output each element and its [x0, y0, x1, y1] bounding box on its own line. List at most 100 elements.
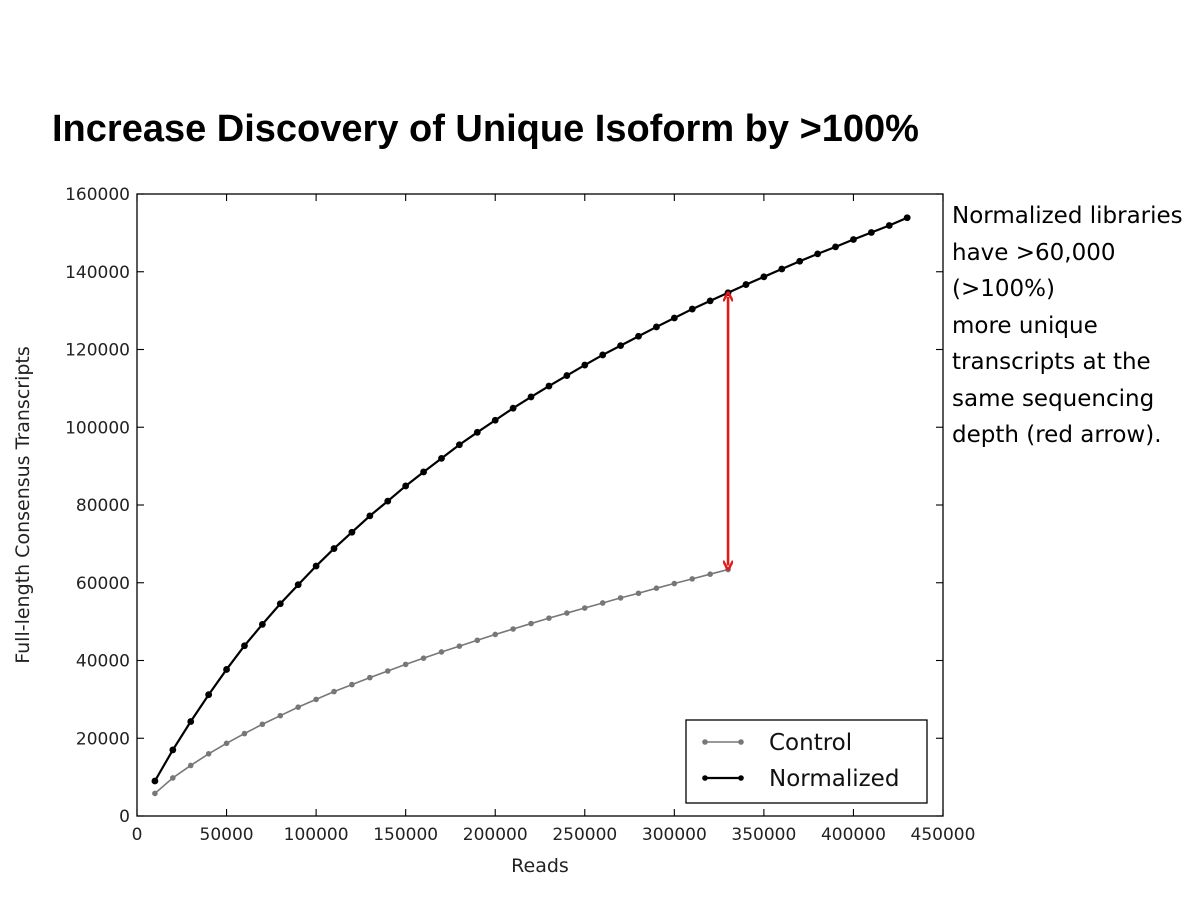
x-tick-label: 400000: [821, 825, 886, 845]
data-point: [295, 704, 302, 710]
data-point: [617, 595, 624, 601]
data-point: [545, 382, 553, 390]
data-point: [581, 605, 588, 611]
data-point: [599, 600, 606, 606]
y-tick-label: 120000: [65, 341, 130, 361]
y-tick-label: 80000: [76, 496, 130, 516]
data-point: [778, 265, 786, 273]
data-point: [903, 214, 911, 222]
data-point: [420, 468, 427, 476]
x-tick-label: 0: [132, 825, 143, 845]
data-point: [635, 332, 642, 340]
data-point: [599, 351, 607, 359]
x-tick-label: 150000: [373, 825, 438, 845]
data-point: [312, 562, 320, 570]
data-point: [259, 721, 266, 728]
data-point: [527, 393, 535, 401]
data-point: [546, 615, 552, 621]
data-point: [170, 775, 176, 781]
data-point: [331, 688, 337, 695]
data-point: [277, 712, 284, 719]
y-axis-label: Full-length Consensus Transcripts: [12, 346, 34, 664]
slide-title: Increase Discovery of Unique Isoform by …: [52, 108, 919, 150]
legend-swatch-point: [738, 775, 744, 781]
data-point: [205, 691, 213, 699]
data-point: [885, 222, 893, 229]
data-point: [707, 571, 713, 577]
data-point: [814, 250, 822, 258]
data-point: [330, 545, 338, 552]
data-point: [581, 361, 589, 369]
data-point: [510, 626, 516, 632]
data-point: [456, 441, 463, 449]
data-point: [528, 620, 534, 627]
data-point: [832, 243, 839, 251]
y-tick-label: 160000: [65, 185, 130, 205]
y-tick-label: 60000: [76, 574, 130, 594]
data-point: [724, 289, 732, 297]
data-point: [474, 637, 481, 644]
data-point: [402, 661, 409, 668]
x-tick-label: 250000: [552, 825, 617, 845]
legend-box: [685, 719, 928, 804]
data-point: [366, 512, 374, 520]
annotation-line: (>100%): [952, 276, 1055, 302]
axes: 0 50000 100000 150000 200000 250000 300000 3500…: [12, 185, 975, 877]
series-normalized: [151, 214, 911, 785]
legend-swatch-point: [702, 739, 708, 745]
data-point: [706, 297, 714, 305]
data-point: [564, 610, 570, 616]
data-point: [509, 404, 517, 412]
data-point: [670, 314, 678, 322]
data-point: [223, 740, 230, 747]
x-tick-label: 200000: [463, 825, 528, 845]
y-tick-label: 140000: [65, 263, 130, 283]
data-point: [671, 580, 678, 587]
y-tick-label: 40000: [76, 652, 130, 672]
plot-area: [151, 214, 911, 797]
data-point: [742, 281, 750, 288]
data-point: [241, 730, 248, 737]
data-point: [563, 372, 571, 379]
data-point: [617, 342, 624, 350]
x-tick-label: 450000: [911, 825, 976, 845]
legend-label: Control: [769, 730, 852, 756]
annotation-line: more unique: [952, 312, 1098, 339]
series-line: [154, 568, 729, 795]
data-point: [491, 416, 499, 424]
data-point: [760, 273, 768, 281]
annotation-line: Normalized libraries: [952, 203, 1183, 229]
x-tick-label: 350000: [731, 825, 796, 845]
data-point: [205, 751, 212, 757]
data-point: [402, 482, 410, 490]
data-point: [473, 428, 481, 436]
legend-label: Normalized: [769, 766, 899, 792]
data-point: [151, 777, 159, 785]
data-point: [438, 649, 445, 655]
y-tick-label: 20000: [76, 729, 130, 749]
annotation-line: have >60,000: [952, 239, 1116, 266]
data-point: [367, 674, 373, 681]
data-point: [384, 668, 391, 674]
data-point: [850, 236, 857, 243]
data-point: [653, 323, 660, 331]
x-tick-label: 50000: [200, 825, 254, 845]
data-point: [725, 566, 731, 573]
series-line: [153, 216, 908, 782]
x-tick-label: 300000: [642, 825, 707, 845]
legend: Control Normalized: [685, 719, 928, 804]
x-axis-label: Reads: [511, 855, 569, 877]
data-point: [349, 681, 355, 688]
data-point: [223, 666, 230, 673]
data-point: [689, 576, 696, 582]
data-point: [438, 454, 445, 462]
data-point: [187, 718, 195, 725]
data-point: [276, 600, 284, 608]
y-tick-label: 0: [119, 807, 130, 827]
data-point: [258, 620, 266, 628]
data-point: [653, 585, 660, 591]
data-point: [384, 497, 392, 505]
data-point: [420, 655, 427, 661]
data-point: [152, 790, 158, 797]
